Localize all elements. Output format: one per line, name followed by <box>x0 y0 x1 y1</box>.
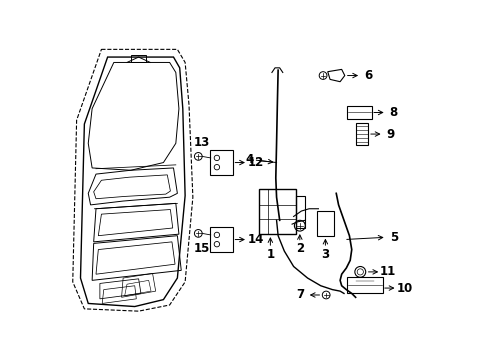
Bar <box>131 55 146 62</box>
Text: 10: 10 <box>395 282 412 294</box>
Text: 5: 5 <box>389 231 398 244</box>
Bar <box>316 211 333 236</box>
Text: 4: 4 <box>245 153 253 166</box>
Text: 15: 15 <box>194 242 210 255</box>
Text: 1: 1 <box>266 248 274 261</box>
Text: 2: 2 <box>295 242 303 255</box>
Bar <box>355 123 367 145</box>
Text: 13: 13 <box>194 136 210 149</box>
Bar <box>258 189 295 234</box>
Text: 9: 9 <box>386 127 394 140</box>
Text: 6: 6 <box>363 69 371 82</box>
Text: 7: 7 <box>296 288 304 301</box>
Text: 11: 11 <box>379 265 395 278</box>
Bar <box>295 195 305 228</box>
Text: 14: 14 <box>247 233 264 246</box>
Text: 12: 12 <box>247 156 263 169</box>
Text: 3: 3 <box>321 248 329 261</box>
Text: 8: 8 <box>388 106 397 119</box>
